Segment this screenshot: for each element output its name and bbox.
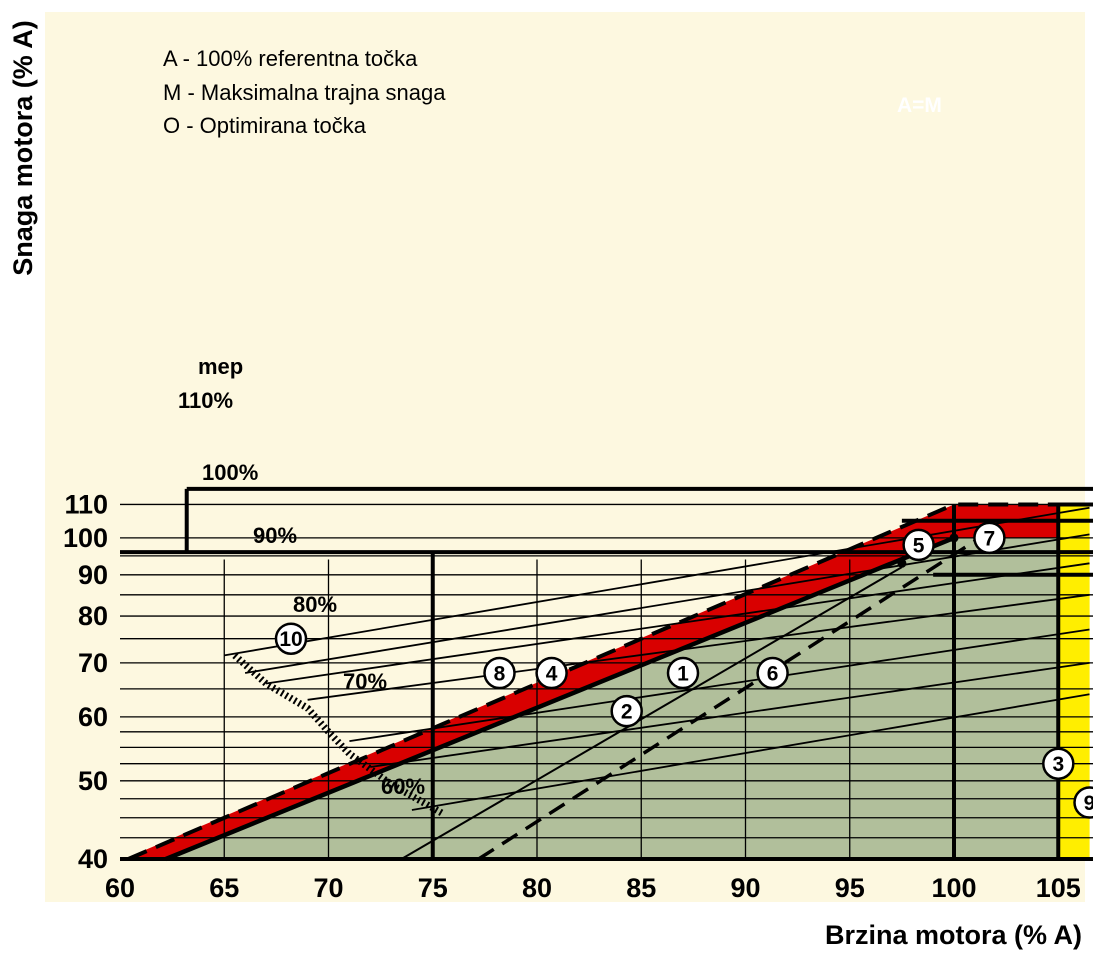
- y-tick-label: 80: [78, 601, 108, 631]
- circled-marker: [274, 622, 308, 655]
- y-tick-label: 100: [63, 523, 108, 553]
- line-4: [165, 535, 955, 862]
- x-tick-label: 85: [626, 873, 656, 903]
- optimized-point-marker: [897, 558, 907, 568]
- mep-label: 110%: [178, 388, 233, 413]
- circled-markers: 1 2 3 4 5 6 7 8 9 10: [274, 521, 1093, 819]
- legend: A - 100% referentna točka M - Maksimalna…: [163, 46, 446, 138]
- y-tick-label: 60: [78, 702, 108, 732]
- x-tick-label: 95: [835, 873, 865, 903]
- line-6: [477, 532, 987, 861]
- circled-marker-label: 3: [1052, 753, 1064, 776]
- engine-lines: [127, 502, 1090, 862]
- circled-marker-label: 10: [279, 628, 302, 651]
- grid-lines: [120, 486, 1093, 861]
- x-tick-label: 100: [931, 873, 976, 903]
- circled-marker: [756, 656, 789, 690]
- point-label-a-m: A=M: [897, 94, 942, 117]
- mep-label: 80%: [293, 592, 337, 617]
- circled-marker: [902, 528, 935, 562]
- propeller-curve: [307, 593, 1090, 701]
- y-tick-label: 40: [78, 844, 108, 874]
- propeller-curve: [349, 628, 1090, 742]
- circled-marker-label: 8: [494, 663, 506, 686]
- overload-band: [124, 504, 1059, 859]
- mep-label: 70%: [343, 669, 387, 694]
- circled-marker-label: 5: [913, 534, 925, 557]
- circled-marker: [483, 656, 516, 690]
- circled-marker: [666, 656, 700, 690]
- mep-label: 90%: [253, 523, 297, 548]
- circled-marker: [973, 521, 1006, 555]
- mep-label: 100%: [202, 460, 258, 485]
- mep-title: mep: [198, 354, 243, 379]
- circled-marker-label: 9: [1084, 792, 1093, 815]
- circled-marker-label: 6: [767, 663, 779, 686]
- propeller-curve: [370, 662, 1090, 768]
- x-tick-label: 70: [313, 873, 343, 903]
- legend-entry: A - 100% referentna točka: [163, 46, 418, 71]
- x-tick-label: 80: [522, 873, 552, 903]
- circled-marker-label: 4: [546, 663, 558, 686]
- circled-marker: [610, 694, 643, 728]
- propeller-curve: [411, 693, 1090, 811]
- x-tick-label: 75: [418, 873, 448, 903]
- x-tick-label: 90: [730, 873, 760, 903]
- y-tick-label: 90: [78, 560, 108, 590]
- legend-entry: O - Optimirana točka: [163, 113, 367, 138]
- legend-entry: M - Maksimalna trajna snaga: [163, 80, 446, 105]
- y-tick-label: 110: [64, 490, 108, 520]
- x-tick-label: 105: [1036, 873, 1081, 903]
- point-a-marker: [949, 533, 959, 543]
- operating-area: [165, 537, 1059, 859]
- line-1: [400, 566, 903, 860]
- propeller-curve: [265, 562, 1090, 685]
- circled-marker: [1042, 747, 1075, 780]
- propeller-curve: [244, 533, 1090, 674]
- y-tick-label: 50: [78, 766, 108, 796]
- y-tick-label: 70: [78, 648, 108, 678]
- circled-marker-label: 7: [984, 527, 996, 550]
- mep-label: 60%: [381, 774, 425, 799]
- circled-marker-label: 1: [677, 663, 689, 686]
- circled-marker-label: 2: [621, 701, 633, 724]
- circled-marker: [1073, 786, 1093, 819]
- circled-marker: [535, 656, 568, 690]
- mep-boundary: [232, 652, 445, 817]
- chart-labels: A - 100% referentna točka M - Maksimalna…: [8, 20, 1082, 950]
- x-tick-label: 60: [105, 873, 135, 903]
- y-axis-label: Snaga motora (% A): [8, 20, 38, 276]
- x-axis-label: Brzina motora (% A): [825, 920, 1082, 950]
- propeller-curve: [224, 506, 1090, 657]
- x-tick-label: 65: [209, 873, 239, 903]
